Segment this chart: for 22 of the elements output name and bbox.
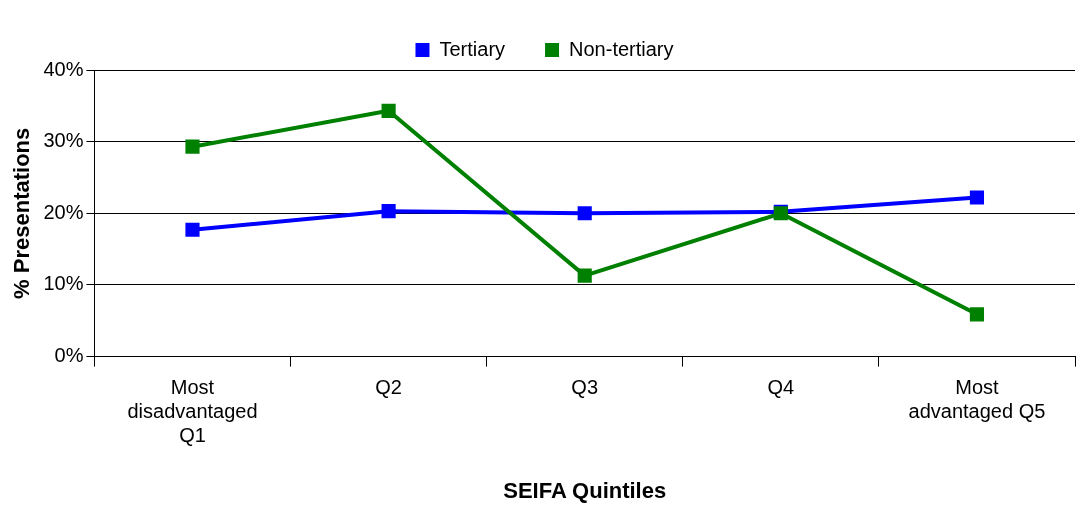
point <box>577 268 592 283</box>
legend-label: Non-tertiary <box>569 37 674 60</box>
point <box>577 206 592 221</box>
x-tick-label: Most advantaged Q5 <box>908 376 1046 423</box>
point <box>185 222 200 237</box>
y-tick-label: 20% <box>43 200 84 223</box>
legend-label: Tertiary <box>439 37 506 60</box>
y-tick-label: 0% <box>54 344 84 367</box>
y-tick-label: 10% <box>43 272 84 295</box>
point <box>381 103 396 118</box>
point <box>969 307 985 322</box>
point <box>381 204 396 219</box>
x-tick-label: Q3 <box>571 376 599 399</box>
x-tick-label: Q2 <box>375 376 402 399</box>
point <box>185 139 200 154</box>
y-axis-title: % Presentations <box>9 127 35 299</box>
y-tick-label: 30% <box>43 129 84 152</box>
x-axis-title: SEIFA Quintiles <box>503 477 667 503</box>
x-tick-label: Q4 <box>767 376 795 399</box>
x-tick-label: Most disadvantaged Q1 <box>127 376 258 447</box>
point <box>969 190 985 205</box>
y-tick-label: 40% <box>43 57 84 80</box>
